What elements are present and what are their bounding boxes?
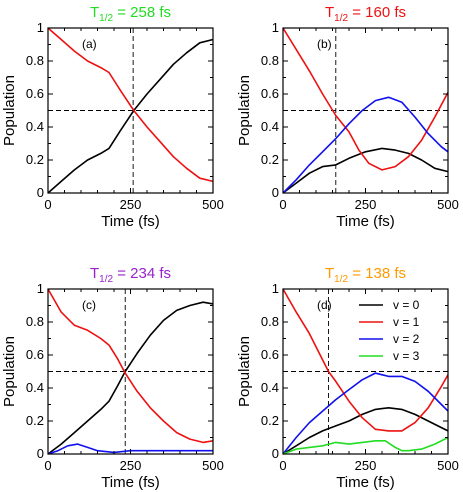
x-tick-label: 250: [120, 197, 142, 212]
y-tick-label: 0.6: [261, 347, 279, 362]
panel-letter: (d): [317, 298, 332, 312]
panel-title-subscript: 1/2: [334, 13, 348, 24]
y-tick-label: 0.4: [261, 380, 279, 395]
panel-c: T1/2 = 234 fs 0 250 500 0 0.2 0.4 0.6 0.8 1 Time (…: [1, 265, 224, 491]
panel-title-main: T: [90, 265, 99, 282]
y-tick-label: 0.8: [261, 53, 279, 68]
panel-title: T1/2 = 138 fs: [325, 265, 406, 285]
series-line-0: [282, 406, 449, 455]
panel-title-rest: = 160 fs: [348, 4, 406, 21]
y-tick-label: 0: [37, 446, 44, 461]
y-tick-label: 0.8: [26, 53, 44, 68]
series-line-1: [47, 288, 214, 444]
legend-label: v = 0: [393, 298, 420, 312]
panel-title-subscript: 1/2: [99, 13, 113, 24]
panel-title: T1/2 = 258 fs: [90, 4, 171, 24]
y-tick-label: 0.4: [26, 380, 44, 395]
x-tick-label: 500: [437, 458, 459, 473]
series-line-2: [282, 96, 449, 194]
x-tick-label: 500: [437, 197, 459, 212]
x-axis-title: Time (fs): [336, 474, 395, 491]
panel-letter: (c): [82, 298, 96, 312]
y-tick-label: 0.6: [26, 347, 44, 362]
y-axis-title: Population: [236, 336, 253, 407]
legend: v = 0 v = 1 v = 2 v = 3: [359, 298, 420, 363]
panel-a: T1/2 = 258 fs 0 250 500 0 0.2 0.4 0.6 0.8 1 Time (…: [1, 4, 224, 230]
y-tick-label: 0: [272, 185, 279, 200]
y-tick-label: 0.8: [26, 314, 44, 329]
panel-title-rest: = 234 fs: [113, 265, 171, 282]
panel-letter: (b): [317, 37, 332, 51]
y-tick-label: 0.2: [261, 152, 279, 167]
y-tick-label: 0.2: [26, 413, 44, 428]
panel-title-rest: = 138 fs: [348, 265, 406, 282]
panel-title: T1/2 = 160 fs: [325, 4, 406, 24]
panel-title-main: T: [90, 4, 99, 21]
x-tick-label: 250: [120, 458, 142, 473]
x-tick-label: 0: [44, 458, 51, 473]
x-tick-label: 500: [202, 197, 224, 212]
x-tick-label: 250: [355, 197, 377, 212]
y-tick-label: 0.2: [26, 152, 44, 167]
panel-title-subscript: 1/2: [334, 274, 348, 285]
y-axis-title: Population: [1, 336, 18, 407]
series-line-0: [47, 38, 214, 194]
x-axis-title: Time (fs): [101, 474, 160, 491]
series-line-3: [282, 436, 449, 455]
panel-letter: (a): [82, 37, 97, 51]
panel-title-rest: = 258 fs: [113, 4, 171, 21]
y-tick-label: 1: [37, 281, 44, 296]
series-line-1: [47, 27, 214, 183]
y-axis-title: Population: [1, 75, 18, 146]
y-tick-label: 1: [272, 281, 279, 296]
panel-b: T1/2 = 160 fs 0 250 500 0 0.2 0.4 0.6 0.8 1 Time (…: [236, 4, 459, 230]
x-tick-label: 0: [279, 197, 286, 212]
legend-label: v = 3: [393, 349, 420, 363]
y-tick-label: 0.8: [261, 314, 279, 329]
x-tick-label: 0: [279, 458, 286, 473]
x-tick-label: 0: [44, 197, 51, 212]
panel-title-main: T: [325, 4, 334, 21]
series-line-0: [47, 301, 214, 455]
y-tick-label: 0.2: [261, 413, 279, 428]
panel-title: T1/2 = 234 fs: [90, 265, 171, 285]
legend-label: v = 2: [393, 332, 420, 346]
x-tick-label: 500: [202, 458, 224, 473]
legend-label: v = 1: [393, 315, 420, 329]
series-line-2: [282, 372, 449, 455]
y-axis-title: Population: [236, 75, 253, 146]
y-tick-label: 1: [37, 20, 44, 35]
y-tick-label: 0.6: [26, 86, 44, 101]
series-line-1: [282, 27, 449, 171]
y-tick-label: 0.4: [261, 119, 279, 134]
series-line-0: [282, 147, 449, 194]
series-line-1: [282, 288, 449, 432]
y-tick-label: 0.6: [261, 86, 279, 101]
panel-d: T1/2 = 138 fs 0 250 500 0 0.2 0.4 0.6 0.8 1 Time (…: [236, 265, 459, 491]
y-tick-label: 0.4: [26, 119, 44, 134]
x-axis-title: Time (fs): [101, 213, 160, 230]
panel-title-main: T: [325, 265, 334, 282]
y-tick-label: 1: [272, 20, 279, 35]
x-axis-title: Time (fs): [336, 213, 395, 230]
panel-title-subscript: 1/2: [99, 274, 113, 285]
y-tick-label: 0: [37, 185, 44, 200]
y-tick-label: 0: [272, 446, 279, 461]
x-tick-label: 250: [355, 458, 377, 473]
